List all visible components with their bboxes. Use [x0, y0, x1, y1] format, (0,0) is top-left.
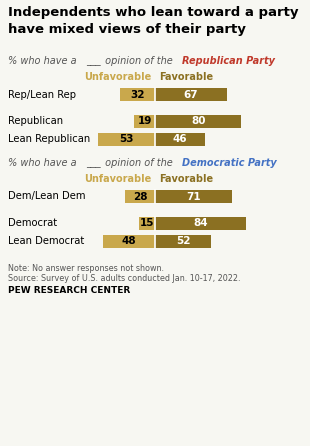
Text: Dem/Lean Dem: Dem/Lean Dem — [8, 191, 86, 202]
Bar — [155, 115, 241, 128]
Text: 32: 32 — [131, 90, 145, 99]
Bar — [98, 133, 155, 146]
Text: Lean Democrat: Lean Democrat — [8, 236, 84, 247]
Text: Lean Republican: Lean Republican — [8, 135, 90, 145]
Text: 19: 19 — [138, 116, 152, 127]
Text: Democrat: Democrat — [8, 219, 57, 228]
Text: Democratic Party: Democratic Party — [182, 158, 277, 168]
Text: opinion of the: opinion of the — [102, 158, 176, 168]
Text: 28: 28 — [133, 191, 147, 202]
Text: % who have a: % who have a — [8, 56, 80, 66]
Text: ___: ___ — [86, 158, 101, 168]
Text: 67: 67 — [184, 90, 198, 99]
Text: % who have a: % who have a — [8, 158, 80, 168]
Text: Unfavorable: Unfavorable — [84, 72, 151, 82]
Text: 80: 80 — [191, 116, 206, 127]
Text: PEW RESEARCH CENTER: PEW RESEARCH CENTER — [8, 286, 130, 295]
Bar — [125, 190, 155, 203]
Text: opinion of the: opinion of the — [102, 56, 176, 66]
Text: Note: No answer responses not shown.: Note: No answer responses not shown. — [8, 264, 164, 273]
Text: Republican: Republican — [8, 116, 63, 127]
Text: Unfavorable: Unfavorable — [84, 174, 151, 184]
Text: 48: 48 — [122, 236, 136, 247]
Text: Source: Survey of U.S. adults conducted Jan. 10-17, 2022.: Source: Survey of U.S. adults conducted … — [8, 274, 241, 283]
Text: Independents who lean toward a party
have mixed views of their party: Independents who lean toward a party hav… — [8, 6, 299, 36]
Text: 52: 52 — [176, 236, 190, 247]
Text: Favorable: Favorable — [159, 174, 213, 184]
Text: Republican Party: Republican Party — [182, 56, 275, 66]
Bar — [135, 115, 155, 128]
Text: Rep/Lean Rep: Rep/Lean Rep — [8, 90, 76, 99]
Bar — [139, 217, 155, 230]
Bar — [155, 217, 246, 230]
Text: 15: 15 — [140, 219, 154, 228]
Bar — [103, 235, 155, 248]
Text: Favorable: Favorable — [159, 72, 213, 82]
Bar — [155, 190, 232, 203]
Text: 84: 84 — [193, 219, 208, 228]
Text: 71: 71 — [186, 191, 201, 202]
Bar — [121, 88, 155, 101]
Bar — [155, 88, 227, 101]
Bar — [155, 235, 211, 248]
Bar — [155, 133, 205, 146]
Text: ___: ___ — [86, 56, 101, 66]
Text: 46: 46 — [173, 135, 187, 145]
Text: 53: 53 — [119, 135, 134, 145]
